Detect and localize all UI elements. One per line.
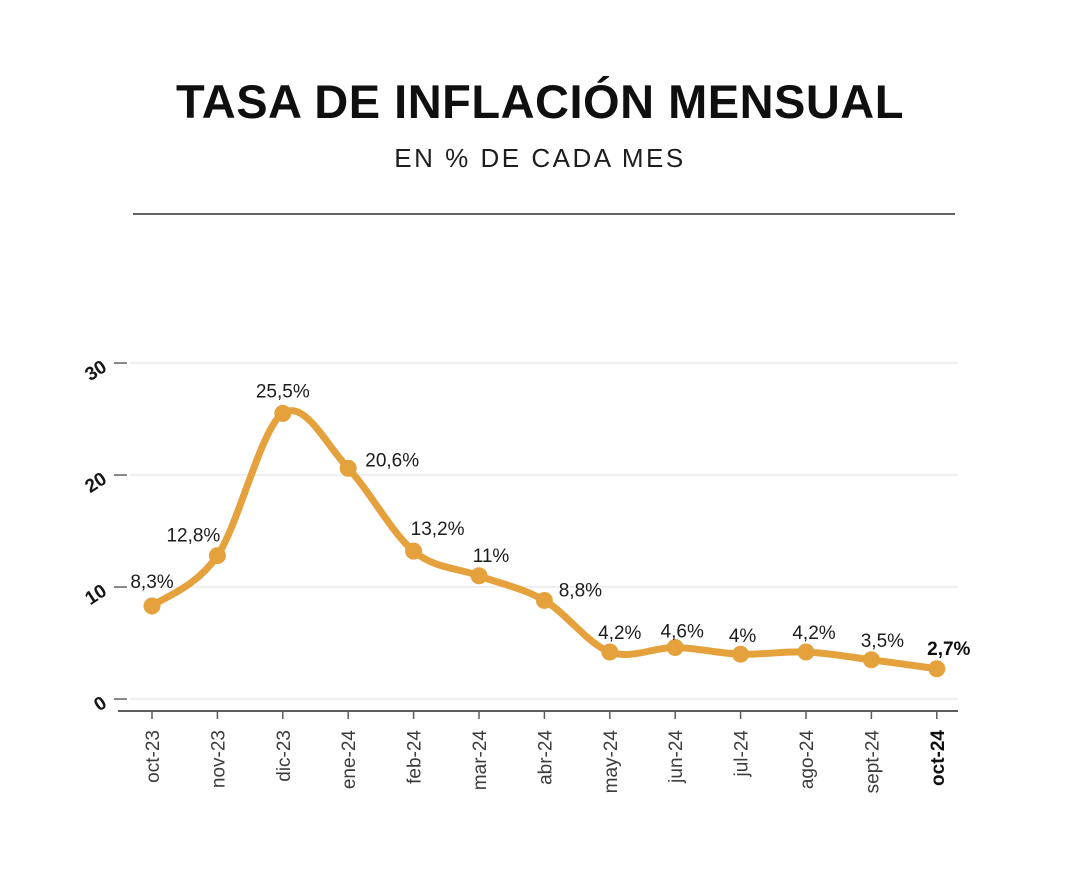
x-tick-label: ene-24 <box>339 730 360 790</box>
y-axis-ticks <box>114 362 127 700</box>
data-point-label: 25,5% <box>256 381 310 402</box>
x-tick-label: sept-24 <box>862 730 883 794</box>
data-point-label: 12,8% <box>166 526 220 547</box>
data-point-marker <box>405 542 423 560</box>
data-point-label: 3,5% <box>861 631 904 652</box>
x-tick-label: jul-24 <box>732 730 753 778</box>
data-point-marker <box>797 643 815 661</box>
data-point-marker <box>601 643 619 661</box>
x-tick-label: nov-23 <box>208 730 229 788</box>
data-point-label: 4,6% <box>661 621 704 642</box>
data-point-labels: 8,3% 12,8% 25,5% 20,6% 13,2% 11% 8,8% 4,2% 4,6% 4… <box>130 381 970 659</box>
data-point-label: 4,2% <box>792 623 835 644</box>
data-point-label: 8,3% <box>130 572 173 593</box>
data-point-marker <box>928 660 946 678</box>
x-tick-label: oct-24 <box>928 730 949 786</box>
y-tick-label: 30 <box>82 357 111 386</box>
data-point-label: 4,2% <box>598 623 641 644</box>
x-axis-labels: oct-23 nov-23 dic-23 ene-24 feb-24 mar-24 abr-… <box>143 730 949 794</box>
x-tick-label: mar-24 <box>470 730 491 791</box>
x-tick-label: jun-24 <box>666 730 687 784</box>
data-point-label: 2,7% <box>927 639 970 660</box>
data-point-marker <box>274 404 292 422</box>
y-tick-label: 0 <box>90 693 110 716</box>
data-point-marker <box>862 651 880 669</box>
data-point-marker <box>143 597 161 615</box>
x-tick-label: ago-24 <box>797 730 818 790</box>
data-point-marker <box>208 547 226 565</box>
data-point-marker <box>470 567 488 585</box>
y-gridlines <box>130 362 958 700</box>
x-tick-label: oct-23 <box>143 730 164 783</box>
x-tick-label: may-24 <box>601 730 622 794</box>
x-axis <box>118 710 958 719</box>
chart-title: TASA DE INFLACIÓN MENSUAL <box>176 75 904 128</box>
data-point-label: 8,8% <box>559 580 602 601</box>
data-point-label: 13,2% <box>411 519 465 540</box>
y-tick-label: 20 <box>82 469 111 498</box>
data-point-markers <box>143 404 946 678</box>
y-axis-labels: 0 10 20 30 <box>82 357 111 716</box>
x-tick-label: dic-23 <box>274 730 295 782</box>
data-point-label: 4% <box>729 626 757 647</box>
data-point-marker <box>666 638 684 656</box>
x-tick-label: feb-24 <box>405 730 426 784</box>
data-point-label: 20,6% <box>365 450 419 471</box>
data-point-label: 11% <box>473 546 510 567</box>
data-point-marker <box>535 591 553 609</box>
data-point-marker <box>339 459 357 477</box>
x-tick-label: abr-24 <box>535 730 556 785</box>
title-divider <box>133 213 955 215</box>
y-tick-label: 10 <box>82 581 111 610</box>
data-point-marker <box>732 645 750 663</box>
chart-subtitle: EN % DE CADA MES <box>394 143 686 173</box>
